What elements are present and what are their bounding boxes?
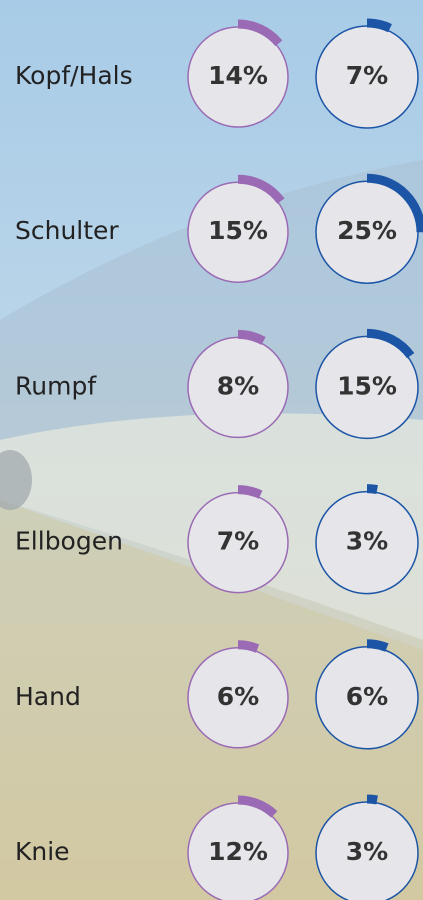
arc <box>366 639 389 652</box>
value-label: 3% <box>346 527 388 556</box>
arc <box>366 328 415 359</box>
rock <box>0 450 32 510</box>
value-label: 7% <box>346 61 388 90</box>
category-label: Rumpf <box>15 371 97 400</box>
category-label: Kopf/Hals <box>15 61 133 90</box>
arc <box>237 19 283 47</box>
arc <box>237 329 266 345</box>
value-label: 3% <box>346 837 388 866</box>
ring <box>187 647 289 749</box>
value-label: 12% <box>208 837 268 866</box>
arc <box>366 173 423 233</box>
value-label: 15% <box>337 371 397 400</box>
arc <box>366 794 378 805</box>
category-label: Hand <box>15 682 81 711</box>
arc <box>237 640 260 653</box>
value-label: 6% <box>346 682 388 711</box>
arc <box>237 795 278 818</box>
category-label: Knie <box>15 837 70 866</box>
value-label: 14% <box>208 61 268 90</box>
arc <box>366 484 378 494</box>
category-label: Schulter <box>15 216 119 245</box>
arc <box>237 174 285 204</box>
arc <box>366 18 392 33</box>
value-label: 8% <box>217 371 259 400</box>
value-label: 7% <box>217 527 259 556</box>
value-label: 6% <box>217 682 259 711</box>
value-label: 25% <box>337 216 397 245</box>
value-label: 15% <box>208 216 268 245</box>
arc <box>237 485 263 499</box>
category-label: Ellbogen <box>15 527 123 556</box>
